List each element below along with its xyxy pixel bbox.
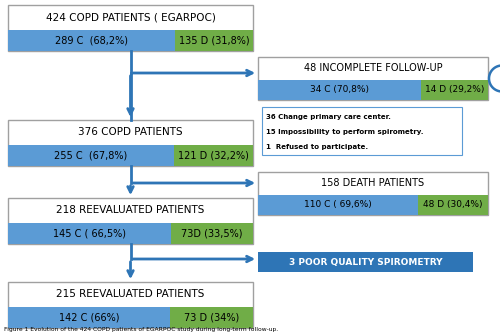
Text: 218 REEVALUATED PATIENTS: 218 REEVALUATED PATIENTS: [56, 205, 204, 215]
Text: 158 DEATH PATIENTS: 158 DEATH PATIENTS: [322, 178, 424, 188]
Text: 145 C ( 66,5%): 145 C ( 66,5%): [53, 228, 126, 238]
Text: 73D (33,5%): 73D (33,5%): [181, 228, 242, 238]
Text: 376 COPD PATIENTS: 376 COPD PATIENTS: [78, 127, 183, 137]
Bar: [258, 195, 418, 215]
Text: 36 Change primary care center.: 36 Change primary care center.: [266, 114, 391, 120]
Bar: [8, 223, 171, 244]
Text: 3 POOR QUALITY SPIROMETRY: 3 POOR QUALITY SPIROMETRY: [289, 258, 442, 267]
Bar: [8, 198, 253, 244]
Bar: [418, 195, 488, 215]
Bar: [8, 282, 253, 328]
Text: 73 D (34%): 73 D (34%): [184, 312, 239, 322]
Bar: [174, 145, 253, 166]
Text: 48 INCOMPLETE FOLLOW-UP: 48 INCOMPLETE FOLLOW-UP: [304, 63, 442, 73]
Bar: [262, 107, 462, 155]
Bar: [258, 57, 488, 100]
Bar: [8, 145, 174, 166]
Text: 215 REEVALUATED PATIENTS: 215 REEVALUATED PATIENTS: [56, 290, 204, 299]
Text: 121 D (32,2%): 121 D (32,2%): [178, 150, 249, 160]
Text: Figure 1 Evolution of the 424 COPD patients of EGARPOC study during long-term fo: Figure 1 Evolution of the 424 COPD patie…: [4, 328, 278, 333]
Bar: [8, 30, 175, 51]
Bar: [8, 120, 253, 166]
Text: 255 C  (67,8%): 255 C (67,8%): [54, 150, 128, 160]
Bar: [171, 223, 253, 244]
Bar: [258, 172, 488, 215]
Bar: [258, 80, 421, 100]
Text: 110 C ( 69,6%): 110 C ( 69,6%): [304, 200, 372, 209]
Bar: [8, 307, 170, 328]
Text: 289 C  (68,2%): 289 C (68,2%): [55, 35, 128, 45]
Text: 14 D (29,2%): 14 D (29,2%): [424, 86, 484, 95]
Text: 1  Refused to participate.: 1 Refused to participate.: [266, 144, 368, 150]
Bar: [175, 30, 253, 51]
Bar: [8, 5, 253, 51]
Bar: [170, 307, 253, 328]
Bar: [421, 80, 488, 100]
Text: 142 C (66%): 142 C (66%): [58, 312, 119, 322]
Text: 48 D (30,4%): 48 D (30,4%): [424, 200, 483, 209]
Text: 15 Impossibility to perform spirometry.: 15 Impossibility to perform spirometry.: [266, 129, 424, 135]
Text: 34 C (70,8%): 34 C (70,8%): [310, 86, 369, 95]
Text: 424 COPD PATIENTS ( EGARPOC): 424 COPD PATIENTS ( EGARPOC): [46, 12, 215, 22]
Bar: [258, 252, 473, 272]
Text: 135 D (31,8%): 135 D (31,8%): [178, 35, 250, 45]
